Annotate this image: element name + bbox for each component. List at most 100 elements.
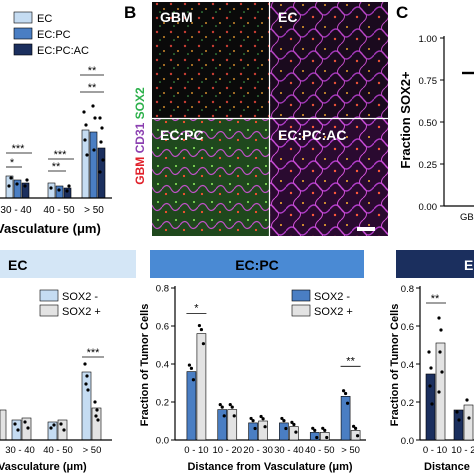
- sig-mark: **: [88, 65, 97, 77]
- bar: [0, 409, 7, 441]
- data-point: [311, 426, 315, 430]
- legend-swatch-sox2-pos: [291, 304, 311, 317]
- tile-label: GBM: [160, 9, 193, 25]
- x-tick-label: 30 - 40: [5, 445, 35, 456]
- y-tick-label: 0.6: [156, 322, 169, 333]
- legend-swatch-ecpc: [13, 27, 33, 40]
- x-tick-label: GBI: [460, 212, 474, 223]
- y-tick-label: 0.00: [419, 202, 438, 213]
- sig-mark: ***: [54, 149, 68, 161]
- bar-sox2-pos: [258, 420, 268, 441]
- data-point: [218, 402, 222, 407]
- data-point: [228, 402, 232, 407]
- x-tick-label: 40 - 50: [43, 445, 73, 456]
- x-tick-label: 40 - 50: [43, 205, 75, 216]
- x-tick-label: 0 - 10: [423, 445, 447, 456]
- sig-mark: **: [52, 161, 61, 173]
- data-point: [189, 366, 194, 370]
- tile-label: EC:PC:AC: [278, 127, 346, 143]
- data-point: [351, 424, 356, 428]
- sig-mark: *: [10, 157, 15, 169]
- x-tick-label: 10 - 20: [212, 445, 242, 456]
- legend: SOX2 - SOX2 +: [291, 289, 353, 318]
- x-tick-label: 30 - 40: [274, 445, 304, 456]
- bar-sox2-pos: [227, 409, 238, 441]
- y-tick-label: 0.8: [156, 284, 169, 295]
- data-point: [261, 417, 265, 421]
- sig-mark: *: [194, 303, 199, 315]
- legend-swatch-ec: [13, 11, 33, 24]
- y-tick-label: 0.6: [401, 322, 414, 333]
- data-point: [253, 426, 257, 431]
- bar-sox2-pos: [319, 432, 330, 441]
- y-tick-label: 0.8: [401, 284, 414, 295]
- x-tick-label: > 50: [83, 445, 102, 456]
- bar: [55, 185, 64, 199]
- tile-label: EC: [278, 9, 297, 25]
- bar: [91, 407, 102, 441]
- data-point: [313, 428, 317, 432]
- x-tick-label: 30 - 40: [0, 205, 32, 216]
- data-point: [232, 414, 236, 418]
- legend-label-ecpcac: EC:PC:AC: [37, 45, 89, 57]
- x-tick-label: 10 - 20: [451, 445, 474, 456]
- y-axis-label: Fraction of Tumor Cells: [389, 304, 401, 427]
- legend-swatch-ecpcac: [13, 43, 33, 56]
- legend-label: SOX2 -: [62, 291, 98, 303]
- y-tick-label: 0.2: [401, 398, 414, 409]
- bar: [47, 182, 56, 199]
- banner-ec: [0, 250, 136, 278]
- bar-sox2-neg: [309, 432, 320, 441]
- data-point: [345, 401, 350, 405]
- panel-a-points: [7, 104, 105, 193]
- data-point: [199, 327, 204, 332]
- panel-b: B GBM CD31 SOX2 GBM EC EC:PC EC:PC:AC: [124, 2, 388, 236]
- legend-label-ecpc: EC:PC: [37, 29, 71, 41]
- y-tick-label: 0.50: [419, 118, 438, 129]
- data-point: [321, 426, 325, 430]
- y-tick-label: 1.00: [419, 34, 438, 45]
- bar: [425, 373, 436, 441]
- data-point: [220, 405, 224, 409]
- banner-label: E: [464, 257, 473, 273]
- bar-sox2-neg: [186, 371, 197, 441]
- y-tick-label: 0.75: [419, 76, 438, 87]
- bar-sox2-neg: [217, 409, 228, 441]
- data-point: [191, 378, 196, 382]
- sig-mark: **: [431, 293, 440, 305]
- data-point: [343, 391, 348, 396]
- x-tick-label: 20 - 30: [243, 445, 273, 456]
- banner-label: EC: [8, 257, 27, 273]
- banner-label: EC:PC: [235, 257, 279, 273]
- bar: [453, 409, 464, 441]
- data-point: [323, 428, 327, 432]
- sig-mark: ***: [12, 143, 26, 155]
- data-point: [280, 416, 284, 421]
- data-point: [325, 435, 329, 440]
- banner-ecpc: [150, 250, 364, 278]
- ecpc-bar-chart: Fraction of Tumor Cells 0.80.60.40.20.0 …: [139, 284, 366, 473]
- data-point: [294, 430, 298, 434]
- data-point: [282, 419, 286, 423]
- data-point: [251, 419, 255, 423]
- y-axis-label: Fraction of Tumor Cells: [139, 304, 151, 427]
- bar-sox2-neg: [248, 422, 258, 441]
- data-point: [284, 426, 288, 431]
- bar: [463, 404, 474, 441]
- data-point: [355, 434, 360, 438]
- data-point: [222, 414, 226, 418]
- legend-label: SOX2 -: [314, 291, 350, 303]
- bar-sox2-pos: [350, 430, 361, 441]
- panel-c: C Fraction SOX2+ 1.00 0.75 0.50 0.25 0.0…: [396, 3, 474, 223]
- panel-bottom-right: Fraction of Tumor Cells 0.8 0.6 0.4 0.2 …: [389, 284, 474, 473]
- tile-label: EC:PC: [160, 127, 204, 143]
- legend-label: SOX2 +: [314, 306, 353, 318]
- data-point: [263, 425, 267, 429]
- data-point: [201, 342, 206, 346]
- y-tick-label: 0.4: [156, 360, 169, 371]
- x-axis-label: Vasculature (μm): [0, 461, 87, 473]
- data-point: [259, 414, 263, 419]
- sig-mark: **: [88, 82, 97, 94]
- legend-swatch-sox2-neg: [39, 289, 59, 302]
- x-tick-label: > 50: [341, 445, 360, 456]
